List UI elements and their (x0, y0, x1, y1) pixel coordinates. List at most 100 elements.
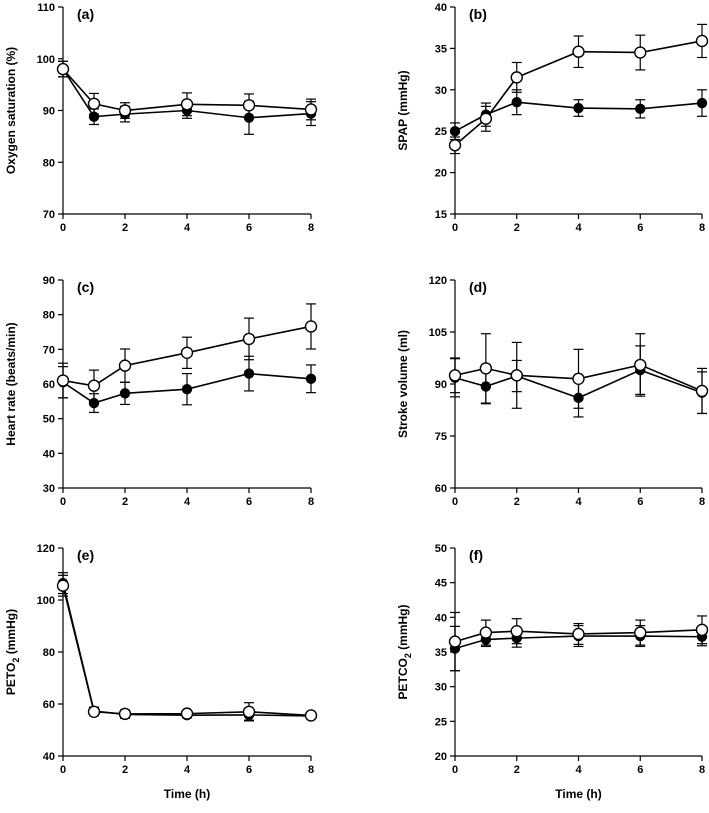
filled-point (511, 97, 522, 108)
x-tick-label: 6 (246, 496, 252, 508)
open-point (56, 374, 70, 387)
x-axis-title: Time (h) (555, 787, 601, 801)
open-point (118, 359, 132, 372)
markers-filled (57, 577, 317, 722)
x-tick-label: 2 (122, 496, 128, 508)
y-axis-title: SPAP (mmHg) (396, 70, 410, 150)
filled-point (449, 125, 461, 137)
markers-open (448, 358, 709, 398)
y-tick-label: 20 (435, 751, 447, 763)
open-point (242, 332, 256, 346)
x-tick-label: 2 (514, 764, 520, 776)
series-line (62, 68, 312, 112)
y-tick-label: 30 (435, 85, 447, 97)
y-tick-label: 120 (429, 275, 447, 287)
x-axis-title: Time (h) (164, 787, 210, 801)
panel-label: (a) (77, 6, 94, 22)
y-tick-label: 35 (435, 647, 447, 659)
x-tick-label: 4 (575, 764, 582, 776)
open-point (180, 98, 194, 111)
series-filled (58, 572, 316, 721)
open-point (448, 369, 462, 382)
y-tick-label: 35 (435, 43, 447, 55)
y-tick-label: 40 (435, 2, 447, 14)
open-point (118, 104, 132, 117)
markers-open (56, 579, 318, 722)
y-tick-label: 15 (435, 209, 447, 221)
series-line (62, 585, 312, 717)
open-point (510, 625, 523, 638)
x-tick-label: 6 (637, 222, 643, 234)
y-tick-label: 120 (37, 543, 55, 555)
y-tick-label: 45 (435, 578, 447, 590)
x-tick-label: 6 (637, 764, 643, 776)
filled-point (635, 103, 646, 115)
x-tick-label: 8 (699, 496, 705, 508)
y-axis-title: Oxygen saturation (%) (4, 47, 18, 174)
x-tick-label: 8 (308, 764, 314, 776)
open-point (304, 709, 318, 722)
x-tick-label: 0 (452, 764, 458, 776)
series-line (62, 372, 312, 404)
x-tick-label: 4 (575, 222, 582, 234)
y-tick-label: 70 (43, 344, 55, 356)
y-tick-label: 50 (435, 543, 447, 555)
filled-point (480, 381, 492, 392)
x-tick-label: 2 (514, 496, 520, 508)
y-axis-title-subscript: 2 (11, 658, 21, 663)
filled-point (119, 388, 131, 399)
y-tick-label: 100 (37, 54, 55, 66)
panel-label: (c) (77, 279, 94, 295)
y-tick-label: 90 (435, 379, 447, 391)
filled-point (243, 368, 255, 379)
chart-panel-1: 70 80 90 100 110 0 2 4 6 8 Oxygen saturation (%) (a… (4, 2, 318, 234)
chart-panel-3: 30 40 50 60 70 80 90 0 2 4 6 8 Heart rate (beats/min… (4, 275, 318, 508)
y-tick-label: 40 (43, 448, 55, 460)
x-tick-label: 0 (452, 496, 458, 508)
y-tick-label: 60 (435, 483, 447, 495)
open-point (304, 103, 318, 116)
series-open (58, 574, 316, 722)
series-line (62, 582, 312, 717)
y-axis-title: Stroke volume (ml) (396, 330, 410, 438)
filled-point (88, 111, 100, 122)
open-point (56, 579, 70, 592)
open-point (572, 372, 585, 385)
x-tick-label: 6 (246, 222, 252, 234)
y-tick-label: 25 (435, 716, 447, 728)
y-tick-label: 25 (435, 126, 447, 138)
open-point (695, 623, 709, 637)
x-tick-label: 4 (184, 496, 191, 508)
panel-label: (e) (77, 547, 94, 563)
y-tick-label: 110 (37, 2, 55, 14)
open-point (56, 62, 70, 76)
filled-point (305, 373, 317, 384)
y-tick-label: 75 (435, 431, 447, 443)
open-point (695, 34, 709, 48)
series-line (454, 635, 703, 650)
open-point (242, 99, 256, 112)
y-tick-label: 80 (43, 157, 55, 169)
open-point (634, 358, 647, 372)
x-tick-label: 4 (184, 222, 191, 234)
filled-point (696, 97, 708, 109)
series-line (62, 68, 312, 119)
y-tick-label: 90 (43, 275, 55, 287)
y-axis-title-unit: (mmHg) (396, 604, 410, 653)
y-axis-title-unit: (mmHg) (4, 609, 18, 658)
y-tick-label: 20 (435, 168, 447, 180)
y-axis-title: PETCO2 (mmHg) (396, 604, 413, 699)
chart-panel-2: 15 20 25 30 35 40 0 2 4 6 8 SPAP (mmHg) (b) (396, 2, 709, 234)
y-tick-label: 105 (429, 327, 447, 339)
x-tick-label: 4 (184, 764, 191, 776)
open-point (87, 379, 101, 392)
y-tick-label: 100 (37, 595, 55, 607)
y-tick-label: 50 (43, 414, 55, 426)
y-axis-title: Heart rate (beats/min) (4, 322, 18, 445)
panel-label: (b) (469, 6, 487, 22)
y-tick-label: 30 (435, 682, 447, 694)
y-axis-title-main: PETO (4, 663, 18, 695)
markers-open (448, 623, 709, 648)
y-tick-label: 30 (43, 483, 55, 495)
